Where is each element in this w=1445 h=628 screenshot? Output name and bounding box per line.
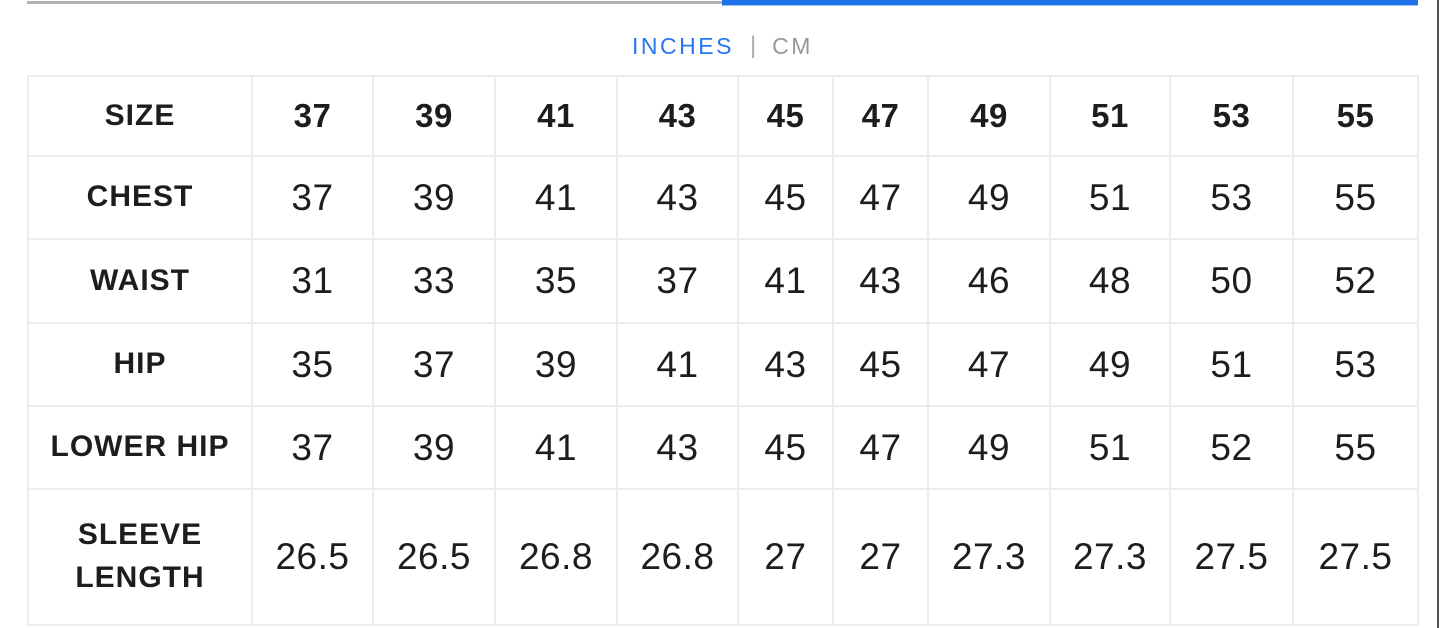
- size-column-header: 47: [832, 75, 929, 157]
- scrollbar-thumb[interactable]: [722, 0, 1418, 6]
- size-value-cell: 37: [251, 155, 374, 240]
- size-table-header-row: SIZE 37 39 41 43 45 47 49 51 53 55: [27, 75, 1419, 157]
- size-value-cell: 43: [737, 322, 834, 407]
- size-column-header: 55: [1292, 75, 1419, 157]
- size-value-cell: 39: [372, 405, 496, 490]
- size-value-cell: 45: [737, 405, 834, 490]
- unit-cm-button[interactable]: CM: [772, 32, 813, 59]
- scrollbar-track: [27, 1, 722, 4]
- size-value-cell: 39: [372, 155, 496, 240]
- size-value-cell: 27.3: [927, 488, 1051, 626]
- size-value-cell: 27.3: [1049, 488, 1171, 626]
- size-value-cell: 26.8: [616, 488, 739, 626]
- size-value-cell: 49: [1049, 322, 1171, 407]
- size-value-cell: 35: [251, 322, 374, 407]
- size-value-cell: 35: [494, 238, 618, 324]
- size-value-cell: 26.5: [372, 488, 496, 626]
- row-label: LOWER HIP: [27, 405, 253, 490]
- table-row: SLEEVE LENGTH 26.5 26.5 26.8 26.8 27 27 27.3 27.3…: [27, 488, 1419, 626]
- size-value-cell: 47: [832, 405, 929, 490]
- size-value-cell: 49: [927, 155, 1051, 240]
- size-value-cell: 49: [927, 405, 1051, 490]
- size-value-cell: 41: [737, 238, 834, 324]
- size-value-cell: 27.5: [1292, 488, 1419, 626]
- size-value-cell: 41: [616, 322, 739, 407]
- size-value-cell: 43: [832, 238, 929, 324]
- size-value-cell: 39: [494, 322, 618, 407]
- row-label: HIP: [27, 322, 253, 407]
- size-value-cell: 51: [1169, 322, 1294, 407]
- size-value-cell: 26.8: [494, 488, 618, 626]
- size-table-body: CHEST 37 39 41 43 45 47 49 51 53 55 WAIST 31 33 35 37 41…: [27, 155, 1419, 626]
- size-value-cell: 26.5: [251, 488, 374, 626]
- window-edge-line: [1437, 0, 1439, 628]
- size-value-cell: 47: [832, 155, 929, 240]
- size-value-cell: 53: [1169, 155, 1294, 240]
- size-value-cell: 52: [1292, 238, 1419, 324]
- size-value-cell: 27: [737, 488, 834, 626]
- size-value-cell: 45: [737, 155, 834, 240]
- size-value-cell: 37: [372, 322, 496, 407]
- size-value-cell: 48: [1049, 238, 1171, 324]
- size-value-cell: 51: [1049, 155, 1171, 240]
- size-column-header: 37: [251, 75, 374, 157]
- unit-separator: |: [749, 32, 757, 59]
- table-row: LOWER HIP 37 39 41 43 45 47 49 51 52 55: [27, 405, 1419, 490]
- size-value-cell: 41: [494, 155, 618, 240]
- size-value-cell: 53: [1292, 322, 1419, 407]
- size-value-cell: 52: [1169, 405, 1294, 490]
- table-row: WAIST 31 33 35 37 41 43 46 48 50 52: [27, 238, 1419, 324]
- unit-toggle: INCHES | CM: [0, 32, 1445, 60]
- size-value-cell: 41: [494, 405, 618, 490]
- unit-inches-button[interactable]: INCHES: [632, 32, 734, 59]
- row-label: SLEEVE LENGTH: [27, 488, 253, 626]
- size-value-cell: 33: [372, 238, 496, 324]
- size-value-cell: 31: [251, 238, 374, 324]
- size-column-header: 49: [927, 75, 1051, 157]
- size-value-cell: 50: [1169, 238, 1294, 324]
- size-value-cell: 46: [927, 238, 1051, 324]
- row-label: WAIST: [27, 238, 253, 324]
- size-column-header: 39: [372, 75, 496, 157]
- size-header-label: SIZE: [27, 75, 253, 157]
- size-value-cell: 27: [832, 488, 929, 626]
- size-value-cell: 45: [832, 322, 929, 407]
- size-column-header: 51: [1049, 75, 1171, 157]
- size-value-cell: 37: [251, 405, 374, 490]
- size-column-header: 43: [616, 75, 739, 157]
- size-column-header: 41: [494, 75, 618, 157]
- size-column-header: 45: [737, 75, 834, 157]
- size-value-cell: 37: [616, 238, 739, 324]
- size-table: SIZE 37 39 41 43 45 47 49 51 53 55 CHEST 37 39 41 43 45…: [27, 75, 1419, 626]
- size-value-cell: 43: [616, 155, 739, 240]
- size-value-cell: 47: [927, 322, 1051, 407]
- size-column-header: 53: [1169, 75, 1294, 157]
- size-value-cell: 27.5: [1169, 488, 1294, 626]
- row-label: CHEST: [27, 155, 253, 240]
- size-value-cell: 55: [1292, 405, 1419, 490]
- size-value-cell: 55: [1292, 155, 1419, 240]
- table-row: HIP 35 37 39 41 43 45 47 49 51 53: [27, 322, 1419, 407]
- size-value-cell: 43: [616, 405, 739, 490]
- table-row: CHEST 37 39 41 43 45 47 49 51 53 55: [27, 155, 1419, 240]
- size-value-cell: 51: [1049, 405, 1171, 490]
